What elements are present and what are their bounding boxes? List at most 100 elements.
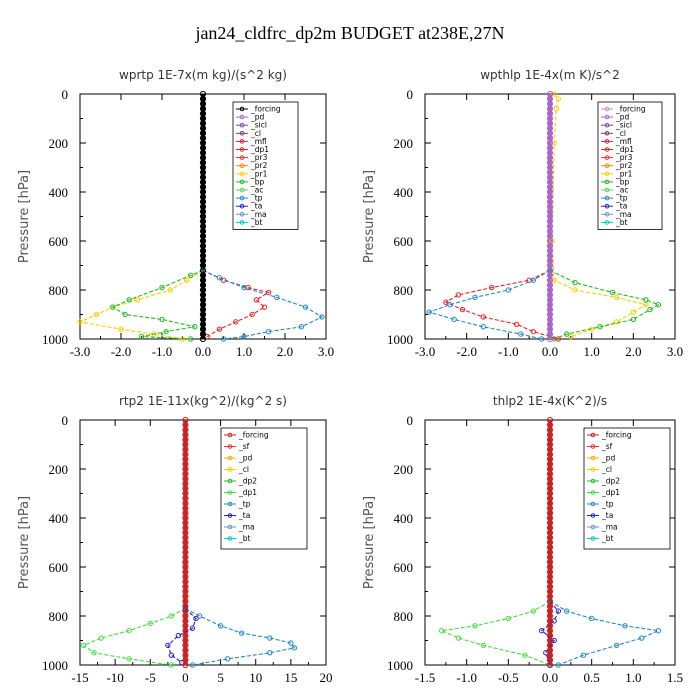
x-tick-label: 1.0 xyxy=(236,344,252,359)
legend-entry: _sicl xyxy=(250,121,267,130)
series-marker xyxy=(319,314,325,320)
x-tick-label: 1.0 xyxy=(584,344,600,359)
series-marker xyxy=(630,316,637,323)
series-marker xyxy=(253,297,259,303)
series-marker xyxy=(118,326,124,332)
series-marker xyxy=(216,326,223,332)
series-marker xyxy=(220,336,227,342)
y-tick-label: 1000 xyxy=(42,658,68,673)
series-marker xyxy=(165,642,171,649)
legend-entry: _dp1 xyxy=(615,145,634,154)
series-marker xyxy=(126,297,132,303)
series-marker xyxy=(188,336,194,342)
legend-marker xyxy=(604,171,610,177)
legend: _forcing_pd_sicl_cl_mfl_dp1_pr3_pr2_pr1_… xyxy=(232,101,299,230)
legend-marker xyxy=(227,467,233,472)
series-marker xyxy=(643,302,649,308)
legend-entry: _forcing xyxy=(615,105,646,114)
series-line-tp xyxy=(185,608,296,666)
legend-entry: _ta xyxy=(250,202,262,211)
series-line-ac xyxy=(549,269,660,340)
series-marker xyxy=(224,656,231,662)
legend-marker xyxy=(239,171,245,177)
y-tick-label: 0 xyxy=(407,87,414,102)
legend-marker xyxy=(604,106,610,112)
forcing-marker xyxy=(546,335,554,343)
series-marker xyxy=(488,284,495,291)
y-tick-label: 1000 xyxy=(387,332,413,347)
figure-title: jan24_cldfrc_dp2m BUDGET at238E,27N xyxy=(194,23,504,43)
legend: _forcing_pd_sicl_cl_mfl_dp1_pr3_pr2_pr1_… xyxy=(597,101,663,230)
legend-entry: _tp xyxy=(250,194,263,203)
legend-marker xyxy=(239,212,245,217)
legend-marker xyxy=(227,536,233,541)
series-marker xyxy=(168,652,175,658)
series-marker xyxy=(630,309,637,315)
legend-entry: _ta xyxy=(238,511,250,520)
series-line-dp1 xyxy=(439,600,551,666)
legend-marker xyxy=(590,432,596,438)
legend-entry: _ta xyxy=(601,511,613,520)
series-marker xyxy=(267,650,273,656)
x-tick-label: -1.0 xyxy=(456,670,477,685)
series-marker xyxy=(538,628,545,634)
legend-entry: _sf xyxy=(238,442,250,451)
series-marker xyxy=(267,635,273,641)
series-marker xyxy=(455,292,462,298)
legend-entry: _tp xyxy=(238,500,251,509)
series-marker xyxy=(182,605,189,612)
legend-entry: _mfl xyxy=(250,137,267,146)
series-marker xyxy=(188,272,194,278)
x-tick-label: 2.0 xyxy=(625,344,641,359)
legend-entry: _pd xyxy=(615,113,630,122)
series-marker xyxy=(168,662,175,668)
y-tick-label: 800 xyxy=(394,283,414,298)
legend-entry: _bp xyxy=(615,177,630,186)
series-marker xyxy=(551,637,557,644)
series-marker xyxy=(572,279,578,286)
x-tick-label: -5 xyxy=(145,670,156,685)
y-tick-label: 0 xyxy=(407,413,414,428)
legend-marker xyxy=(227,478,233,484)
legend-entry: _bp xyxy=(250,177,265,186)
series-marker xyxy=(530,608,537,614)
budget-panel-1: wpthlp 1E-4x(m K)/s^2 Pressure [hPa] -3.0 -… xyxy=(362,68,683,359)
series-marker xyxy=(597,324,603,330)
legend-entry: _cl xyxy=(250,129,261,138)
legend-entry: _forcing xyxy=(238,431,269,440)
x-tick-label: -1.0 xyxy=(152,344,173,359)
panel-title: rtp2 1E-11x(kg^2)/(kg^2 s) xyxy=(119,394,287,408)
series-marker xyxy=(543,650,549,656)
series-line-ta xyxy=(540,600,559,666)
panel-title: wprtp 1E-7x(m kg)/(s^2 kg) xyxy=(119,68,287,82)
y-tick-label: 800 xyxy=(49,283,69,298)
series-marker xyxy=(655,302,662,308)
series-marker xyxy=(241,333,247,340)
series-marker xyxy=(480,324,487,330)
legend-marker xyxy=(239,203,245,209)
legend-marker xyxy=(604,195,610,201)
legend-marker xyxy=(604,122,610,128)
legend-marker xyxy=(590,467,596,472)
y-tick-label: 0 xyxy=(62,87,69,102)
legend-entry: _forcing xyxy=(601,431,632,440)
series-marker xyxy=(443,299,449,305)
y-tick-label: 600 xyxy=(394,560,414,575)
legend-marker xyxy=(239,220,245,225)
series-marker xyxy=(179,336,186,342)
legend-marker xyxy=(239,195,245,201)
budget-panel-3: thlp2 1E-4x(K^2)/s Pressure [hPa] -1.5 -1.0… xyxy=(362,394,683,685)
series-marker xyxy=(238,630,245,636)
legend-entry: _cl xyxy=(238,465,249,474)
legend-marker xyxy=(604,187,610,193)
series-marker xyxy=(588,615,595,622)
series-marker xyxy=(530,328,537,335)
series-marker xyxy=(551,618,557,624)
series-marker xyxy=(563,331,570,337)
series-marker xyxy=(580,652,587,658)
x-tick-label: -3.0 xyxy=(415,344,436,359)
series-marker xyxy=(472,623,478,629)
series-marker xyxy=(555,336,562,342)
series-marker xyxy=(80,642,87,649)
